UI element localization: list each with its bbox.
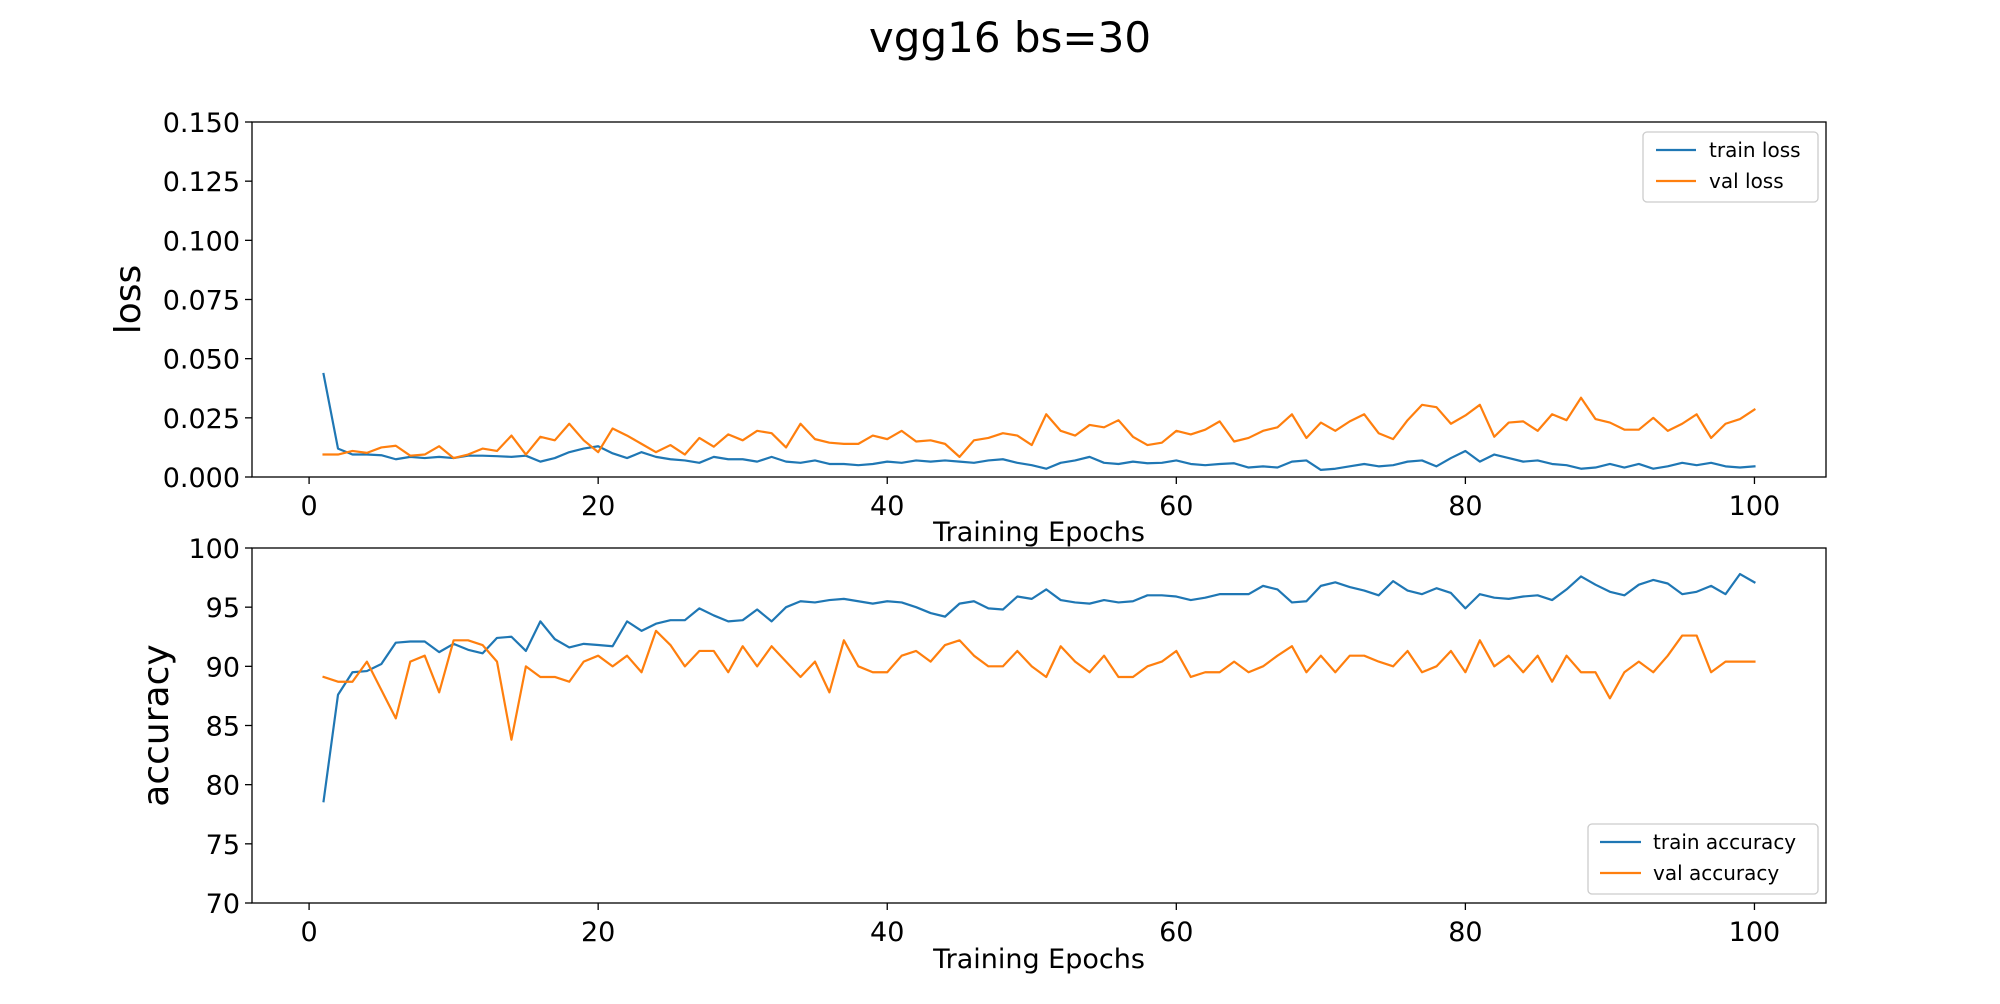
y-tick-label: 0.000 [163,463,240,494]
subplot-accuracy: 0 20 40 60 80 100 70 75 80 85 90 95 100 Training Epoc… [136,534,1827,975]
legend-entry: train accuracy [1653,830,1796,854]
y-tick-label: 0.075 [163,286,240,317]
series-line-val-accuracy [322,629,1756,741]
y-axis-label: accuracy [136,644,177,806]
series-line-train-accuracy [322,572,1756,803]
x-tick-label: 20 [581,917,615,948]
y-tick-label: 80 [206,771,240,802]
x-tick-label: 80 [1448,917,1482,948]
y-tick-label: 70 [206,889,240,920]
x-axis-label: Training Epochs [932,944,1145,975]
series-line-train-loss [322,372,1756,471]
legend: train loss val loss [1642,131,1819,203]
series-line-val-loss [322,396,1756,460]
y-axis-label: loss [108,265,149,335]
y-tick-label: 0.025 [163,404,240,435]
plots: 0 20 40 60 80 100 0.000 0.025 0.050 0.075 0.100 0.1… [108,108,1827,975]
x-tick-label: 60 [1159,917,1193,948]
legend-entry: val accuracy [1653,861,1779,885]
y-tick-label: 0.050 [163,345,240,376]
y-tick-label: 90 [206,652,240,683]
x-tick-label: 60 [1159,491,1193,522]
x-tick-label: 40 [870,917,904,948]
y-tick-label: 0.100 [163,226,240,257]
x-tick-label: 20 [581,491,615,522]
x-tick-label: 40 [870,491,904,522]
y-tick-label: 95 [206,593,240,624]
y-tick-label: 100 [188,534,240,565]
legend: train accuracy val accuracy [1587,823,1819,895]
y-tick-label: 0.150 [163,108,240,139]
y-tick-label: 85 [206,712,240,743]
x-tick-label: 80 [1448,491,1482,522]
figure-title: vgg16 bs=30 [869,13,1151,62]
x-tick-label: 100 [1729,491,1781,522]
x-tick-label: 100 [1729,917,1781,948]
y-tick-label: 0.125 [163,167,240,198]
x-tick-label: 0 [300,917,317,948]
subplot-loss: 0 20 40 60 80 100 0.000 0.025 0.050 0.075 0.100 0.1… [108,108,1827,548]
legend-entry: train loss [1709,138,1801,162]
legend-box [1587,823,1819,895]
legend-entry: val loss [1709,169,1784,193]
x-axis-label: Training Epochs [932,517,1145,548]
y-tick-label: 75 [206,830,240,861]
x-tick-label: 0 [300,491,317,522]
